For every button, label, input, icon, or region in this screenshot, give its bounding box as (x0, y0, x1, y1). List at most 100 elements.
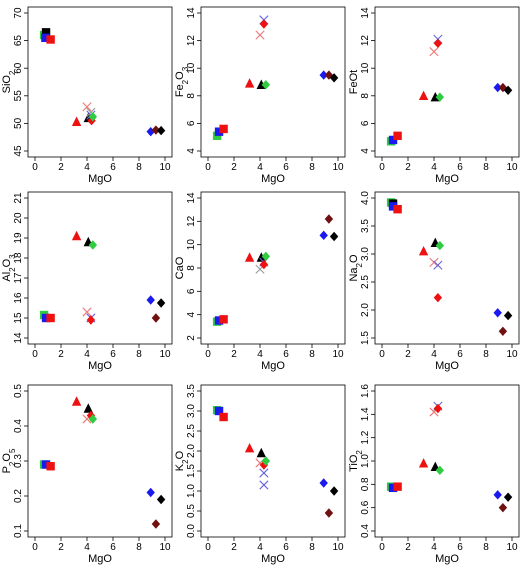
data-point-diamond (493, 82, 502, 93)
x-tick-label: 4 (257, 349, 263, 360)
data-point-square (219, 124, 228, 134)
x-tick-label: 2 (231, 542, 237, 553)
y-tick-label: 14 (186, 7, 197, 19)
x-tick-label: 2 (405, 349, 411, 360)
x-tick-label: 2 (58, 349, 64, 360)
x-axis-label: MgO (261, 173, 285, 185)
y-tick-label: 55 (13, 90, 24, 102)
x-axis-label: MgO (435, 360, 459, 372)
x-tick-label: 6 (457, 162, 463, 173)
x-axis-label: MgO (261, 360, 285, 372)
data-point-diamond (493, 490, 502, 500)
y-tick-label: 0.5 (13, 384, 24, 398)
data-point-diamond (151, 519, 161, 529)
data-point-square (46, 35, 55, 44)
y-tick-label: 0.6 (360, 500, 371, 514)
scatter-panel-al2o3: 0 2 4 6 8 10 14 15 16 17 18 19 20 21 MgO Al2O3 (1, 191, 173, 372)
x-tick-label: 10 (332, 349, 344, 360)
x-tick-label: 0 (379, 349, 385, 360)
data-point-diamond (324, 508, 334, 518)
data-point-triangle (71, 396, 82, 406)
data-point-x (82, 102, 92, 112)
x-tick-label: 4 (84, 542, 90, 553)
y-axis-label: Al2O3 (1, 254, 17, 282)
scatter-panel-k2o: 0 2 4 6 8 10 0.0 0.5 1.0 1.5 2.0 2.5 3.0 3.5 MgO K2O (174, 384, 346, 565)
data-point-square (41, 460, 51, 469)
y-tick-label: 65 (13, 35, 24, 47)
y-tick-label: 1.0 (186, 484, 197, 498)
x-tick-label: 8 (136, 162, 142, 173)
scatter-panel-cao: 0 2 4 6 8 10 2 4 6 8 10 12 14 MgO CaO (174, 191, 346, 372)
y-tick-label: 0.4 (13, 419, 24, 433)
y-tick-label: 0.0 (186, 524, 197, 538)
x-axis-label: MgO (88, 553, 112, 565)
y-axis-label: FeOt (348, 70, 360, 94)
y-tick-label: 1.5 (360, 331, 371, 345)
data-point-diamond (156, 494, 166, 505)
x-tick-label: 8 (309, 542, 315, 553)
data-point-triangle (418, 90, 429, 100)
plot-frame (374, 6, 520, 158)
data-point-diamond (261, 80, 271, 90)
data-point-diamond (146, 487, 155, 498)
x-tick-label: 4 (431, 349, 437, 360)
scatter-panel-fe2o3: 0 2 4 6 8 10 4 6 8 10 12 14 MgO Fe2O3 (174, 6, 346, 185)
x-tick-label: 0 (205, 542, 211, 553)
y-tick-label: 0.1 (13, 524, 24, 538)
plot-frame (374, 191, 520, 345)
x-tick-label: 6 (283, 349, 289, 360)
data-point-diamond (503, 85, 513, 95)
y-axis-label: Na2O (348, 254, 364, 282)
data-point-triangle (418, 246, 429, 256)
y-tick-label: 60 (13, 62, 24, 74)
x-tick-label: 8 (309, 349, 315, 360)
x-tick-label: 0 (205, 162, 211, 173)
x-tick-label: 8 (483, 542, 489, 553)
data-point-x (429, 47, 439, 57)
data-point-diamond (151, 125, 161, 135)
y-tick-label: 6 (360, 120, 371, 126)
x-tick-label: 2 (231, 349, 237, 360)
x-tick-label: 10 (159, 162, 171, 173)
y-tick-label: 6 (186, 288, 197, 294)
y-tick-label: 14 (186, 192, 197, 204)
y-axis-label: TiO2 (348, 450, 364, 472)
y-tick-label: 8 (186, 265, 197, 271)
y-tick-label: 45 (13, 145, 24, 157)
x-tick-label: 10 (159, 542, 171, 553)
y-tick-label: 20 (13, 212, 24, 224)
data-point-x (259, 480, 269, 490)
y-tick-label: 50 (13, 117, 24, 129)
data-point-diamond (319, 70, 328, 80)
y-tick-label: 1.5 (186, 464, 197, 478)
data-point-diamond (433, 292, 443, 303)
data-point-diamond (88, 414, 98, 424)
data-point-diamond (498, 326, 508, 336)
data-point-diamond (319, 230, 328, 241)
data-point-diamond (498, 82, 508, 93)
x-tick-label: 10 (332, 542, 344, 553)
plot-frame (200, 384, 346, 538)
data-point-diamond (503, 310, 513, 321)
y-axis-label: K2O (174, 450, 190, 471)
plot-frame (374, 384, 520, 538)
x-tick-label: 6 (283, 162, 289, 173)
x-tick-label: 6 (110, 349, 116, 360)
x-tick-label: 2 (58, 162, 64, 173)
x-tick-label: 8 (483, 162, 489, 173)
y-axis-label: P2O5 (1, 448, 17, 473)
y-tick-label: 10 (186, 239, 197, 251)
data-point-x (82, 307, 92, 317)
data-point-square (393, 205, 402, 214)
data-point-square (41, 33, 50, 43)
x-axis-label: MgO (435, 173, 459, 185)
x-axis-label: MgO (88, 173, 112, 185)
x-axis-label: MgO (435, 553, 459, 565)
y-tick-label: 3.0 (186, 404, 197, 418)
x-tick-label: 10 (332, 162, 344, 173)
y-tick-label: 2.5 (360, 275, 371, 289)
data-point-square (214, 406, 224, 416)
x-tick-label: 6 (457, 349, 463, 360)
data-point-square (214, 127, 224, 136)
x-tick-label: 0 (32, 349, 38, 360)
